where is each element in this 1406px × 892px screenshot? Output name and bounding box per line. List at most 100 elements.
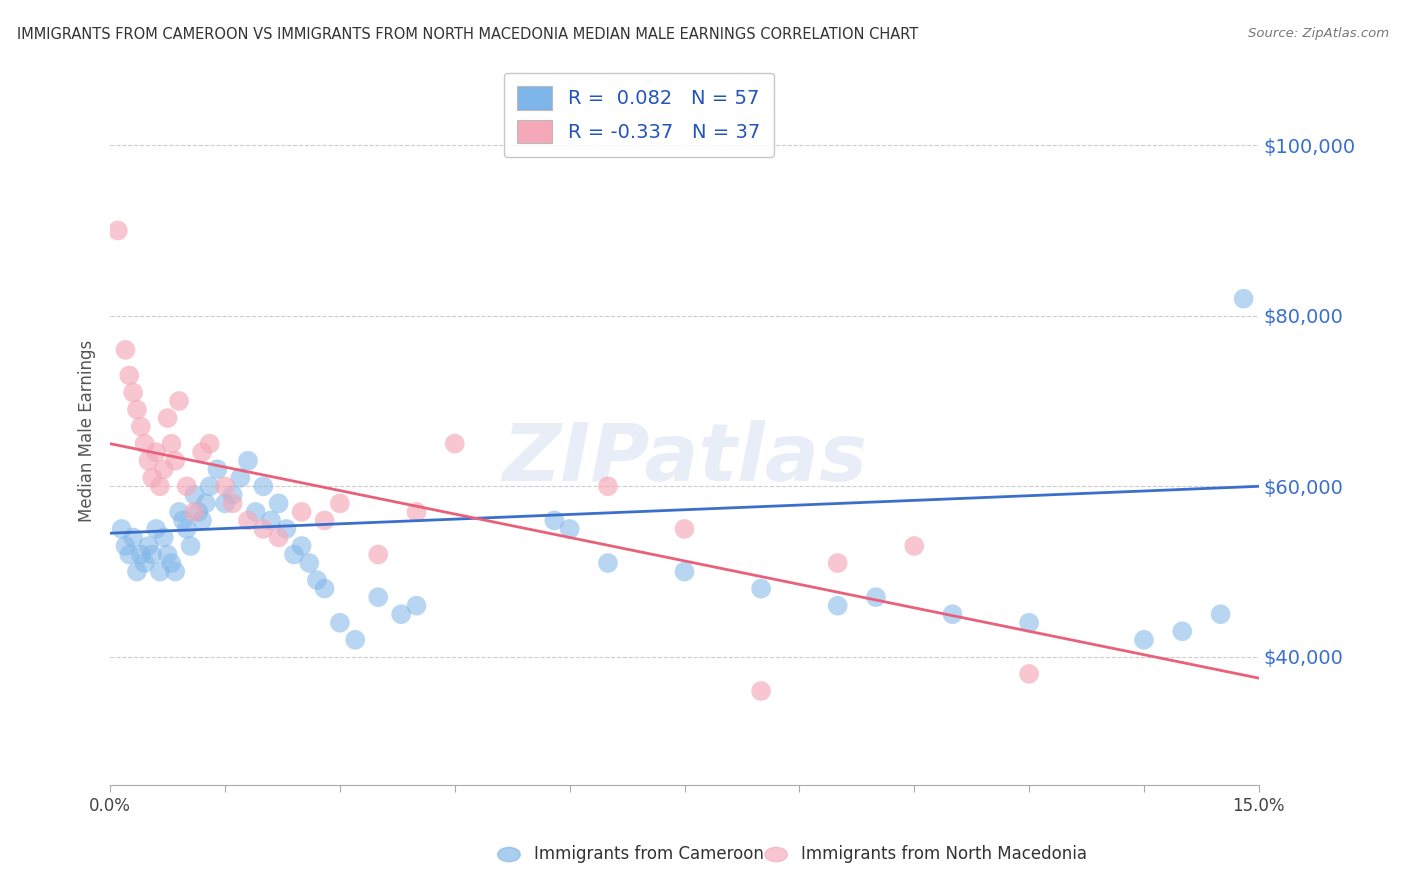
Point: [749, 684, 772, 698]
Point: [1171, 624, 1194, 639]
Point: [283, 548, 305, 562]
Point: [191, 445, 214, 459]
Point: [149, 479, 172, 493]
Point: [1018, 615, 1040, 630]
Point: [314, 513, 336, 527]
Point: [329, 615, 352, 630]
Point: [827, 556, 849, 570]
Point: [141, 548, 163, 562]
Point: [252, 522, 274, 536]
Point: [543, 513, 565, 527]
Point: [443, 436, 465, 450]
Y-axis label: Median Male Earnings: Median Male Earnings: [79, 340, 96, 522]
Point: [367, 548, 389, 562]
Point: [194, 496, 217, 510]
Point: [1018, 666, 1040, 681]
Point: [167, 505, 190, 519]
Point: [172, 513, 194, 527]
Point: [125, 402, 148, 417]
Point: [156, 548, 179, 562]
Point: [252, 479, 274, 493]
Point: [183, 488, 205, 502]
Point: [160, 556, 183, 570]
Point: [183, 505, 205, 519]
Point: [405, 505, 427, 519]
Point: [134, 436, 156, 450]
Point: [389, 607, 412, 622]
Point: [180, 539, 202, 553]
Text: Source: ZipAtlas.com: Source: ZipAtlas.com: [1249, 27, 1389, 40]
Point: [221, 488, 243, 502]
Point: [276, 522, 298, 536]
Text: ZIPatlas: ZIPatlas: [502, 420, 868, 499]
Point: [558, 522, 581, 536]
Point: [125, 565, 148, 579]
Point: [129, 548, 152, 562]
Point: [329, 496, 352, 510]
Point: [865, 590, 887, 604]
Point: [191, 513, 214, 527]
Point: [198, 436, 221, 450]
Point: [344, 632, 367, 647]
Point: [138, 539, 160, 553]
Point: [236, 454, 259, 468]
Point: [229, 471, 252, 485]
Point: [156, 411, 179, 425]
Point: [405, 599, 427, 613]
Point: [149, 565, 172, 579]
Point: [903, 539, 925, 553]
Point: [1209, 607, 1232, 622]
Point: [114, 343, 136, 357]
Point: [941, 607, 963, 622]
Point: [152, 531, 174, 545]
Point: [1133, 632, 1156, 647]
Legend: R =  0.082   N = 57, R = -0.337   N = 37: R = 0.082 N = 57, R = -0.337 N = 37: [503, 72, 773, 157]
Point: [165, 565, 187, 579]
Point: [267, 496, 290, 510]
Point: [118, 368, 141, 383]
Point: [176, 479, 198, 493]
Point: [145, 522, 167, 536]
Point: [134, 556, 156, 570]
Point: [827, 599, 849, 613]
Text: IMMIGRANTS FROM CAMEROON VS IMMIGRANTS FROM NORTH MACEDONIA MEDIAN MALE EARNINGS: IMMIGRANTS FROM CAMEROON VS IMMIGRANTS F…: [17, 27, 918, 42]
Point: [221, 496, 243, 510]
Point: [165, 454, 187, 468]
Point: [152, 462, 174, 476]
Point: [749, 582, 772, 596]
Point: [305, 573, 328, 587]
Text: Immigrants from Cameroon: Immigrants from Cameroon: [534, 846, 763, 863]
Point: [138, 454, 160, 468]
Point: [207, 462, 229, 476]
Point: [114, 539, 136, 553]
Point: [122, 385, 145, 400]
Point: [176, 522, 198, 536]
Point: [198, 479, 221, 493]
Point: [214, 479, 236, 493]
Point: [596, 556, 619, 570]
Point: [111, 522, 134, 536]
Point: [122, 531, 145, 545]
Point: [673, 522, 696, 536]
Point: [107, 223, 129, 237]
Point: [118, 548, 141, 562]
Point: [596, 479, 619, 493]
Point: [291, 505, 314, 519]
Point: [187, 505, 209, 519]
Point: [1232, 292, 1254, 306]
Point: [291, 539, 314, 553]
Point: [145, 445, 167, 459]
Point: [298, 556, 321, 570]
Point: [141, 471, 163, 485]
Point: [214, 496, 236, 510]
Point: [260, 513, 283, 527]
Point: [129, 419, 152, 434]
Point: [267, 531, 290, 545]
Point: [236, 513, 259, 527]
Point: [314, 582, 336, 596]
Point: [245, 505, 267, 519]
Point: [160, 436, 183, 450]
Point: [673, 565, 696, 579]
Text: Immigrants from North Macedonia: Immigrants from North Macedonia: [801, 846, 1087, 863]
Point: [167, 394, 190, 409]
